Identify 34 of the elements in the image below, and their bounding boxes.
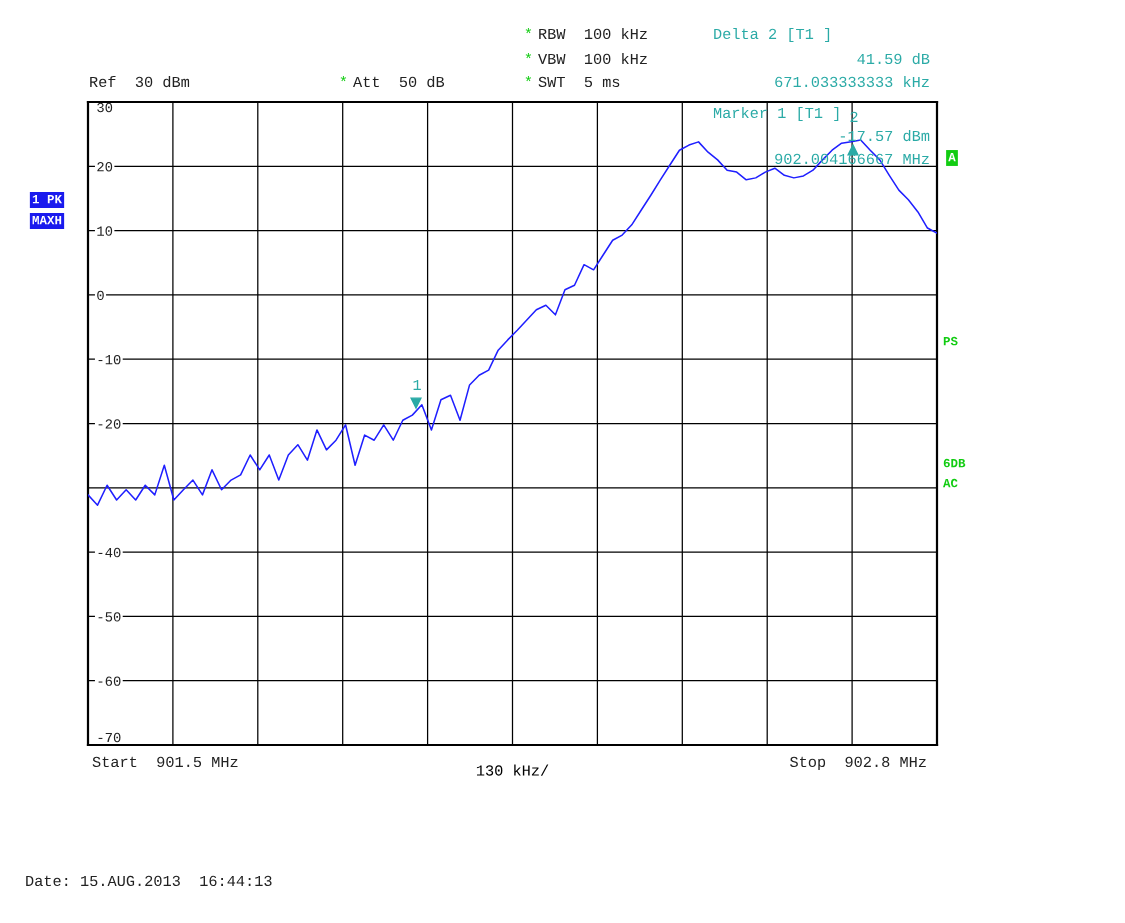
text: VBW 100 kHz: [538, 52, 647, 65]
text: Delta 2 [T1 ]: [714, 27, 830, 43]
y-tick-label: -40: [98, 547, 121, 558]
text: Start 901.5 MHz: [92, 756, 238, 768]
y-tick-label: -10: [98, 354, 121, 365]
text: MAXH: [32, 216, 62, 225]
text: Date: 15.AUG.2013 16:44:13: [26, 875, 272, 887]
text: A: [948, 153, 956, 162]
text: PS: [943, 336, 958, 346]
y-tick-label: -50: [98, 612, 121, 622]
text: 671.033333333 kHz: [775, 75, 929, 88]
y-tick-label: 30: [97, 102, 113, 113]
text: Stop 902.8 MHz: [790, 756, 926, 771]
text: AC: [943, 478, 958, 488]
text: RBW 100 kHz: [539, 27, 647, 40]
annotation: Marker 1 [T1 ]: [713, 106, 839, 122]
text: 1 PK: [32, 195, 63, 204]
text: 41.59 dB: [857, 52, 930, 65]
text: Att 50 dB: [353, 75, 445, 88]
y-tick-label: -60: [98, 676, 121, 686]
y-tick-label: 0: [97, 290, 104, 301]
x-axis-title: 130 kHz/: [476, 764, 549, 776]
text: *: [525, 27, 532, 34]
text: Ref 30 dBm: [90, 75, 190, 88]
y-tick-label: 10: [97, 226, 113, 236]
text: SWT 5 ms: [538, 76, 620, 88]
text: 6DB: [943, 458, 966, 468]
text: *: [340, 75, 347, 82]
text: *: [525, 52, 532, 59]
y-tick-label: -70: [98, 732, 121, 743]
y-tick-label: 20: [97, 162, 113, 172]
text: *: [525, 75, 532, 82]
y-tick-label: -20: [98, 419, 121, 429]
annotation: 1: [413, 379, 421, 390]
